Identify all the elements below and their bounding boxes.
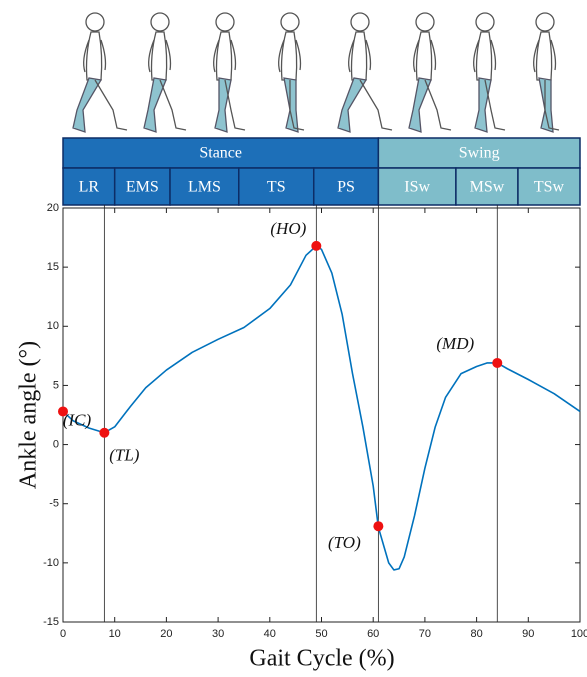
x-axis-label: Gait Cycle (%) bbox=[249, 646, 394, 672]
subphase-label: TS bbox=[267, 179, 286, 196]
event-label: (TL) bbox=[109, 446, 140, 465]
figure-leg bbox=[283, 77, 299, 133]
x-tick-label: 50 bbox=[315, 628, 327, 640]
subphase-box bbox=[455, 167, 519, 206]
event-marker bbox=[311, 240, 322, 251]
walking-figure bbox=[143, 12, 187, 133]
figure-leg bbox=[544, 80, 560, 131]
x-tick-label: 40 bbox=[264, 628, 276, 640]
figure-head bbox=[150, 12, 170, 32]
figure-leg bbox=[359, 79, 393, 131]
figure-leg bbox=[224, 79, 246, 131]
event-marker bbox=[492, 357, 503, 368]
figure-body bbox=[148, 31, 172, 81]
x-tick-label: 100 bbox=[571, 628, 587, 640]
event-label: (MD) bbox=[436, 334, 474, 353]
figure-leg bbox=[538, 77, 554, 133]
subphase-box bbox=[312, 167, 380, 206]
subphase-label: PS bbox=[337, 179, 355, 196]
figure-head bbox=[475, 12, 495, 32]
figure-leg bbox=[337, 77, 368, 133]
figure-body bbox=[213, 31, 237, 81]
phase-label: Stance bbox=[199, 145, 242, 162]
x-tick-label: 20 bbox=[160, 628, 172, 640]
y-tick-label: 10 bbox=[47, 320, 59, 332]
figure-body bbox=[473, 31, 497, 81]
subphase-label: ISw bbox=[404, 179, 430, 196]
figure-head bbox=[280, 12, 300, 32]
subphase-label: LMS bbox=[188, 179, 221, 196]
figure-body bbox=[413, 31, 437, 81]
figure-leg bbox=[408, 77, 432, 133]
y-tick-label: 5 bbox=[53, 379, 59, 391]
event-marker bbox=[99, 427, 110, 438]
figure-leg bbox=[484, 79, 506, 131]
subphase-box bbox=[517, 167, 581, 206]
phase-label: Swing bbox=[459, 145, 500, 162]
figure-leg bbox=[94, 79, 128, 131]
figure-body bbox=[348, 31, 372, 81]
x-tick-label: 10 bbox=[109, 628, 121, 640]
event-label: (IC) bbox=[63, 410, 92, 429]
plot: -15 -10 -5 0 5 10 15 20 0 10 20 30 40 50 60 70 80 90 100 (I… bbox=[43, 202, 587, 640]
walking-figure bbox=[408, 12, 452, 133]
walking-figures bbox=[72, 12, 560, 133]
figure-leg bbox=[289, 80, 305, 131]
y-tick-label: -15 bbox=[43, 616, 59, 628]
figure-body bbox=[533, 31, 557, 81]
x-tick-label: 80 bbox=[470, 628, 482, 640]
subphase-label: MSw bbox=[470, 179, 505, 196]
subphase-box bbox=[377, 167, 457, 206]
gait-phase-header: Stance Swing LR EMS LMS TS PS ISw MSw TSw bbox=[62, 137, 581, 206]
figure-head bbox=[535, 12, 555, 32]
subphase-box bbox=[238, 167, 315, 206]
x-tick-label: 0 bbox=[60, 628, 66, 640]
y-tick-label: -5 bbox=[49, 498, 59, 510]
x-tick-label: 60 bbox=[367, 628, 379, 640]
figure-head bbox=[415, 12, 435, 32]
y-tick-label: 15 bbox=[47, 261, 59, 273]
figure-leg bbox=[474, 77, 492, 133]
figure-body bbox=[278, 31, 302, 81]
figure-leg bbox=[72, 77, 103, 133]
walking-figure bbox=[72, 12, 128, 133]
figure-leg bbox=[214, 77, 232, 133]
subphase-label: TSw bbox=[534, 179, 565, 196]
subphase-label: EMS bbox=[126, 179, 159, 196]
figure-head bbox=[215, 12, 235, 32]
walking-figure bbox=[473, 12, 506, 133]
figure-leg bbox=[424, 79, 452, 131]
data-line bbox=[62, 245, 581, 571]
x-tick-label: 90 bbox=[522, 628, 534, 640]
figure-leg bbox=[159, 79, 187, 131]
plot-frame bbox=[62, 207, 581, 623]
subphase-label: LR bbox=[79, 179, 100, 196]
phase-box bbox=[62, 137, 380, 169]
walking-figure bbox=[213, 12, 246, 133]
figure-body bbox=[83, 31, 107, 81]
event-label: (HO) bbox=[270, 219, 306, 238]
walking-figure bbox=[533, 12, 560, 133]
x-tick-label: 30 bbox=[212, 628, 224, 640]
walking-figure bbox=[337, 12, 393, 133]
event-marker bbox=[373, 521, 384, 532]
walking-figure bbox=[278, 12, 305, 133]
y-tick-label: -10 bbox=[43, 557, 59, 569]
figure-leg bbox=[143, 77, 167, 133]
figure-head bbox=[85, 12, 105, 32]
y-tick-label: 0 bbox=[53, 438, 59, 450]
event-label: (TO) bbox=[328, 533, 361, 552]
y-axis-label: Ankle angle (°) bbox=[16, 341, 42, 489]
y-tick-label: 20 bbox=[47, 202, 59, 214]
event-marker bbox=[58, 406, 68, 417]
x-tick-label: 70 bbox=[419, 628, 431, 640]
figure-head bbox=[350, 12, 370, 32]
